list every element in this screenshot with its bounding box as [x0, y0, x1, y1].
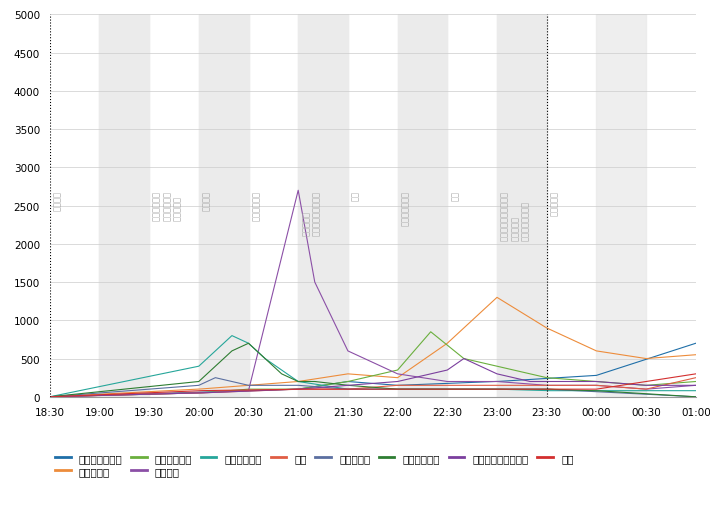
Bar [497, 15, 547, 397]
Text: インディアンス: インディアンス [401, 191, 410, 226]
Text: 放送開始: 放送開始 [53, 191, 62, 211]
Legend: インディアンス, オズワルド, 真空ジェシカ, ハライチ, モグライダー, モモ, ゆにばーす, ランジャタイ, ロングコートダダイ, 錦鯉: インディアンス, オズワルド, 真空ジェシカ, ハライチ, モグライダー, モモ… [55, 454, 574, 476]
Text: モグライダー
ランジャタイ
ゆにばーす: モグライダー ランジャタイ ゆにばーす [153, 191, 182, 221]
Text: 決勝・インディアンス
決勝・錦鯉
決勝・オズワルド: 決勝・インディアンス 決勝・錦鯉 決勝・オズワルド [501, 191, 530, 241]
Bar [398, 15, 447, 397]
Text: もも: もも [451, 191, 459, 201]
Bar [99, 15, 149, 397]
Text: 真空ジェシカ: 真空ジェシカ [252, 191, 261, 221]
Bar [99, 15, 149, 397]
Bar [199, 15, 248, 397]
Bar [497, 15, 547, 397]
Text: オズワルド
ロングコートダダイ: オズワルド ロングコートダダイ [302, 191, 321, 236]
Bar [596, 15, 646, 397]
Text: ハライチ: ハライチ [202, 191, 211, 211]
Text: 綿鯉: 綿鯉 [351, 191, 360, 201]
Bar [298, 15, 348, 397]
Text: 優勝者発表: 優勝者発表 [550, 191, 559, 216]
Bar [298, 15, 348, 397]
Bar [199, 15, 248, 397]
Bar [398, 15, 447, 397]
